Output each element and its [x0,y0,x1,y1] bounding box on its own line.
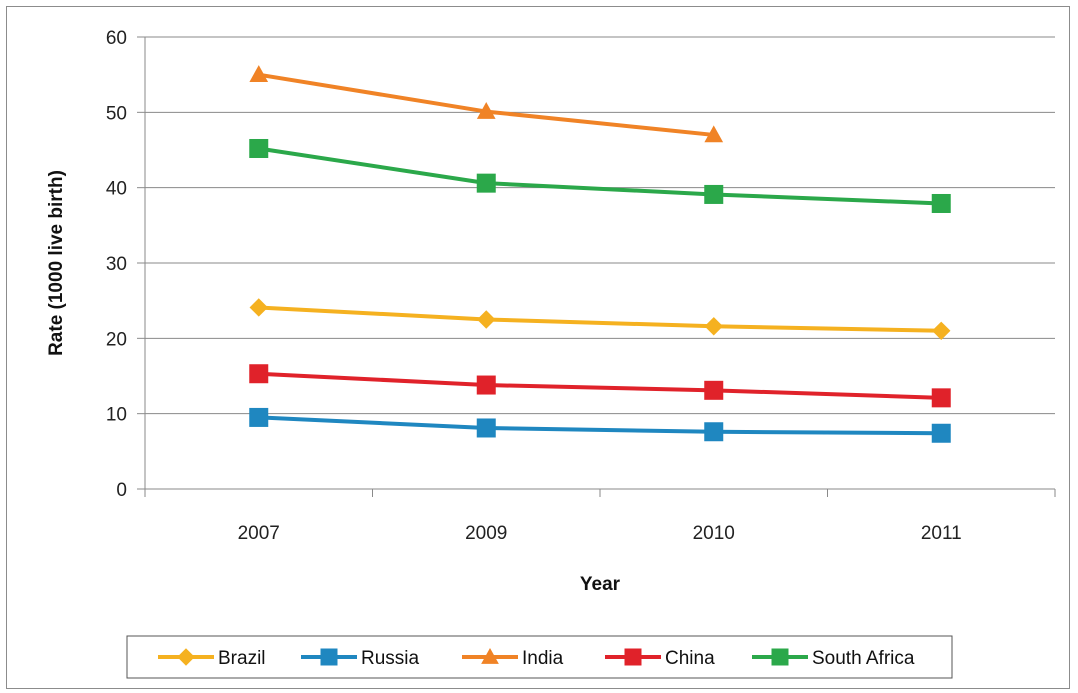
chart-frame [6,6,1070,689]
russia-data-point [249,407,269,427]
south-africa-data-point [704,184,724,204]
y-axis-title: Rate (1000 live birth) [46,170,67,356]
brazil-data-point [477,310,496,329]
china-data-point [476,375,496,395]
legend-marker-india [481,647,499,664]
y-tick-label: 10 [106,405,127,426]
india-data-point [249,65,269,82]
south-africa-series-line [258,146,942,206]
south-africa-data-point [249,138,269,158]
india-data-point [704,125,724,143]
brazil-data-point [704,317,723,336]
legend-item-russia: Russia [301,648,420,669]
legend-label-russia: Russia [361,648,420,669]
china-series-line [258,371,942,400]
brazil-data-point [249,298,268,317]
legend-item-china: China [605,648,715,669]
india-data-point [476,102,496,119]
y-tick-label: 0 [116,480,127,501]
china-data-point [249,364,269,384]
legend-box [126,635,953,679]
south-africa-data-point [476,173,496,193]
legend-label-india: India [522,648,564,669]
gridlines [145,36,1055,415]
y-tick-label: 30 [106,254,127,275]
legend-marker-south-africa [771,648,789,666]
legend-item-india: India [462,647,564,669]
brazil-data-point [932,321,951,341]
series-lines [258,72,942,436]
tick-labels: 0 10 20 30 40 50 60 2007 2009 2010 2011 [106,28,962,544]
south-africa-data-point [931,193,951,213]
legend-marker-russia [320,648,338,666]
legend: Brazil Russia India China South Africa [126,635,953,679]
legend-marker-brazil [177,648,195,666]
china-data-point [704,380,724,400]
x-tick-label: 2011 [921,523,962,544]
series-markers [249,65,951,443]
legend-label-china: China [665,648,715,669]
x-tick-label: 2010 [693,523,735,544]
axes [137,36,1056,497]
x-axis-title: Year [580,574,621,595]
x-tick-label: 2007 [238,523,280,544]
brazil-series-line [258,305,942,333]
russia-series-line [258,415,942,436]
russia-data-point [704,422,724,442]
legend-label-brazil: Brazil [218,648,266,669]
china-data-point [931,388,951,408]
legend-item-south-africa: South Africa [752,648,915,669]
y-tick-label: 20 [106,329,127,350]
y-tick-label: 60 [106,28,127,49]
legend-marker-china [624,648,642,666]
russia-data-point [476,418,496,438]
legend-label-south-africa: South Africa [812,648,915,669]
x-tick-label: 2009 [465,523,507,544]
y-tick-label: 40 [106,179,127,200]
russia-data-point [931,423,951,443]
legend-item-brazil: Brazil [158,648,266,669]
y-tick-label: 50 [106,103,127,124]
